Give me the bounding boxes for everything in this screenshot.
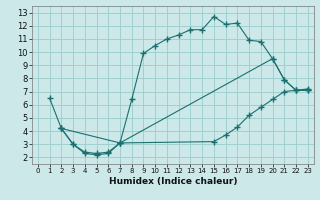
X-axis label: Humidex (Indice chaleur): Humidex (Indice chaleur) [108,177,237,186]
